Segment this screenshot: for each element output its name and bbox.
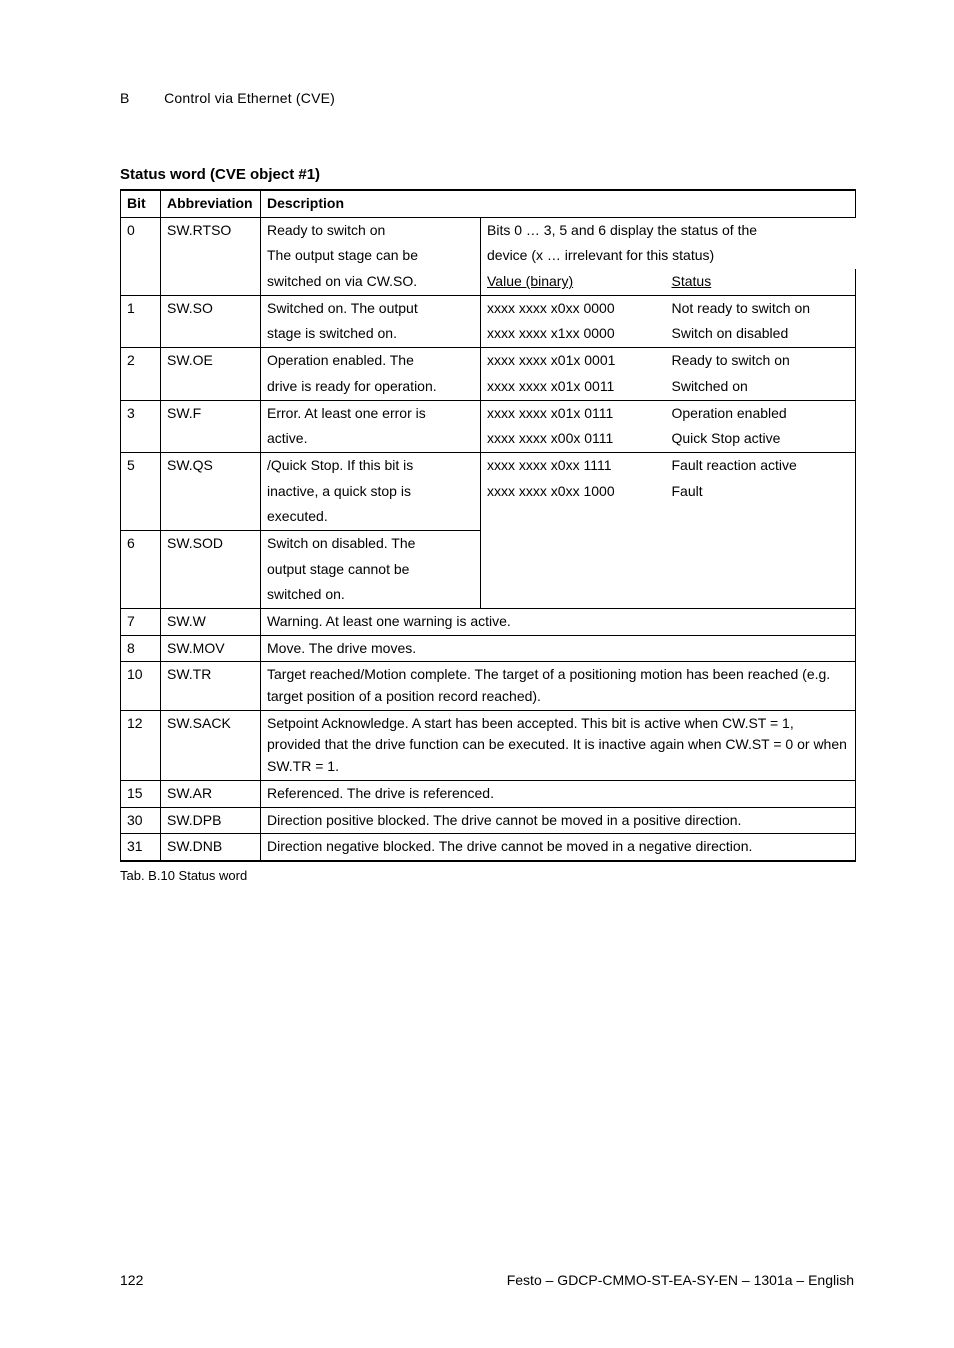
cell-desc: executed. — [261, 504, 481, 530]
cell-bit: 7 — [121, 609, 161, 636]
page: B Control via Ethernet (CVE) Status word… — [0, 0, 954, 1348]
cell-desc: switched on via CW.SO. — [261, 269, 481, 295]
cell-status-empty — [666, 504, 856, 608]
cell-desc: Direction negative blocked. The drive ca… — [261, 834, 856, 861]
table-row: 2 SW.OE Operation enabled. The xxxx xxxx… — [121, 348, 856, 374]
table-row: 10 SW.TR Target reached/Motion complete.… — [121, 662, 856, 710]
cell-bit: 6 — [121, 530, 161, 608]
table-row: 7 SW.W Warning. At least one warning is … — [121, 609, 856, 636]
cell-status: Switched on — [666, 374, 856, 400]
cell-value: xxxx xxxx x1xx 0000 — [481, 321, 666, 347]
cell-abbr: SW.TR — [161, 662, 261, 710]
header-desc: Description — [261, 190, 856, 217]
cell-desc: Setpoint Acknowledge. A start has been a… — [261, 710, 856, 780]
cell-abbr: SW.F — [161, 400, 261, 452]
cell-value: xxxx xxxx x01x 0001 — [481, 348, 666, 374]
cell-abbr: SW.SO — [161, 295, 261, 347]
cell-desc: The output stage can be — [261, 243, 481, 269]
cell-value: xxxx xxxx x0xx 1111 — [481, 452, 666, 478]
cell-abbr: SW.MOV — [161, 635, 261, 662]
cell-status: Quick Stop active — [666, 426, 856, 452]
cell-desc: Ready to switch on — [261, 217, 481, 243]
cell-abbr: SW.SACK — [161, 710, 261, 780]
cell-desc: Direction positive blocked. The drive ca… — [261, 807, 856, 834]
cell-bit: 15 — [121, 780, 161, 807]
cell-desc: stage is switched on. — [261, 321, 481, 347]
status-word-table: Bit Abbreviation Description 0 SW.RTSO R… — [120, 189, 856, 862]
table-row: 12 SW.SACK Setpoint Acknowledge. A start… — [121, 710, 856, 780]
cell-abbr: SW.AR — [161, 780, 261, 807]
table-heading: Status word (CVE object #1) — [120, 166, 854, 183]
page-header: B Control via Ethernet (CVE) — [120, 90, 854, 106]
cell-status-header: Status — [666, 269, 856, 295]
cell-value: xxxx xxxx x0xx 1000 — [481, 479, 666, 505]
cell-right-intro: Bits 0 … 3, 5 and 6 display the status o… — [481, 217, 856, 243]
cell-value-header: Value (binary) — [481, 269, 666, 295]
cell-desc: /Quick Stop. If this bit is — [261, 452, 481, 478]
cell-status: Not ready to switch on — [666, 295, 856, 321]
cell-desc: Switched on. The output — [261, 295, 481, 321]
cell-status: Switch on disabled — [666, 321, 856, 347]
cell-desc: Target reached/Motion complete. The targ… — [261, 662, 856, 710]
cell-bit: 2 — [121, 348, 161, 400]
cell-desc: Referenced. The drive is referenced. — [261, 780, 856, 807]
cell-desc: Move. The drive moves. — [261, 635, 856, 662]
cell-bit: 8 — [121, 635, 161, 662]
cell-value-empty — [481, 504, 666, 608]
cell-bit: 0 — [121, 217, 161, 295]
cell-bit: 31 — [121, 834, 161, 861]
cell-status: Fault reaction active — [666, 452, 856, 478]
cell-desc: Operation enabled. The — [261, 348, 481, 374]
cell-desc: drive is ready for operation. — [261, 374, 481, 400]
table-row: 30 SW.DPB Direction positive blocked. Th… — [121, 807, 856, 834]
cell-bit: 5 — [121, 452, 161, 530]
table-row: 3 SW.F Error. At least one error is xxxx… — [121, 400, 856, 426]
cell-abbr: SW.DPB — [161, 807, 261, 834]
table-header-row: Bit Abbreviation Description — [121, 190, 856, 217]
cell-desc: output stage cannot be — [261, 557, 481, 583]
cell-abbr: SW.RTSO — [161, 217, 261, 295]
table-row: 8 SW.MOV Move. The drive moves. — [121, 635, 856, 662]
cell-bit: 30 — [121, 807, 161, 834]
cell-bit: 1 — [121, 295, 161, 347]
cell-desc: Switch on disabled. The — [261, 530, 481, 556]
cell-abbr: SW.SOD — [161, 530, 261, 608]
section-letter: B — [120, 90, 160, 106]
cell-abbr: SW.DNB — [161, 834, 261, 861]
section-title-text: Control via Ethernet (CVE) — [164, 90, 335, 106]
page-number: 122 — [120, 1272, 143, 1288]
cell-desc: active. — [261, 426, 481, 452]
cell-value: xxxx xxxx x0xx 0000 — [481, 295, 666, 321]
cell-desc: switched on. — [261, 582, 481, 608]
cell-value: xxxx xxxx x01x 0111 — [481, 400, 666, 426]
table-row: 1 SW.SO Switched on. The output xxxx xxx… — [121, 295, 856, 321]
cell-status: Fault — [666, 479, 856, 505]
table-row: 31 SW.DNB Direction negative blocked. Th… — [121, 834, 856, 861]
cell-desc: inactive, a quick stop is — [261, 479, 481, 505]
cell-abbr: SW.QS — [161, 452, 261, 530]
table-row: 15 SW.AR Referenced. The drive is refere… — [121, 780, 856, 807]
table-row: 0 SW.RTSO Ready to switch on Bits 0 … 3,… — [121, 217, 856, 243]
cell-status: Operation enabled — [666, 400, 856, 426]
cell-bit: 10 — [121, 662, 161, 710]
cell-status: Ready to switch on — [666, 348, 856, 374]
cell-desc: Error. At least one error is — [261, 400, 481, 426]
cell-desc: Warning. At least one warning is active. — [261, 609, 856, 636]
table-row: 5 SW.QS /Quick Stop. If this bit is xxxx… — [121, 452, 856, 478]
table-caption: Tab. B.10 Status word — [120, 868, 854, 883]
cell-bit: 12 — [121, 710, 161, 780]
doc-id: Festo – GDCP-CMMO-ST-EA-SY-EN – 1301a – … — [507, 1272, 854, 1288]
cell-value: xxxx xxxx x01x 0011 — [481, 374, 666, 400]
cell-abbr: SW.W — [161, 609, 261, 636]
page-footer: 122 Festo – GDCP-CMMO-ST-EA-SY-EN – 1301… — [120, 1272, 854, 1288]
header-bit: Bit — [121, 190, 161, 217]
cell-abbr: SW.OE — [161, 348, 261, 400]
header-abbr: Abbreviation — [161, 190, 261, 217]
cell-value: xxxx xxxx x00x 0111 — [481, 426, 666, 452]
cell-right-intro: device (x … irrelevant for this status) — [481, 243, 856, 269]
cell-bit: 3 — [121, 400, 161, 452]
